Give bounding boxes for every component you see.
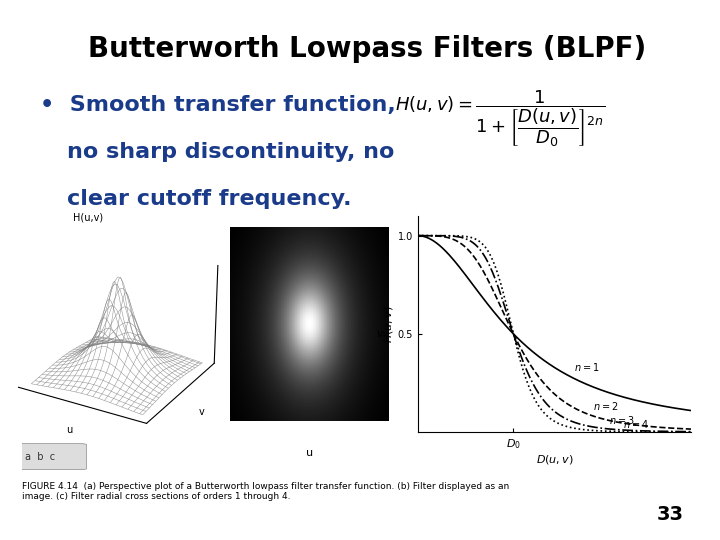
- Y-axis label: v: v: [199, 407, 204, 417]
- Text: H(u,v): H(u,v): [73, 213, 103, 222]
- Text: a  b  c: a b c: [24, 451, 55, 462]
- Text: no sharp discontinuity, no: no sharp discontinuity, no: [66, 141, 394, 162]
- FancyBboxPatch shape: [15, 444, 86, 470]
- Text: $n=1$: $n=1$: [574, 361, 599, 374]
- Text: clear cutoff frequency.: clear cutoff frequency.: [66, 189, 351, 209]
- Text: $n=4$: $n=4$: [623, 417, 649, 429]
- X-axis label: $D(u,v)$: $D(u,v)$: [536, 454, 573, 467]
- X-axis label: u: u: [66, 425, 72, 435]
- Text: $n=2$: $n=2$: [593, 400, 618, 412]
- Text: $H(u,v) = \dfrac{1}{1+\left[\dfrac{D(u,v)}{D_0}\right]^{2n}}$: $H(u,v) = \dfrac{1}{1+\left[\dfrac{D(u,v…: [395, 89, 605, 149]
- Text: u: u: [306, 448, 313, 458]
- Text: FIGURE 4.14  (a) Perspective plot of a Butterworth lowpass filter transfer funct: FIGURE 4.14 (a) Perspective plot of a Bu…: [22, 482, 509, 501]
- Text: 33: 33: [657, 505, 684, 524]
- Text: $v$: $v$: [376, 329, 384, 339]
- Y-axis label: $H(u,v)$: $H(u,v)$: [382, 305, 395, 343]
- Text: $n=3$: $n=3$: [609, 415, 634, 427]
- Text: •  Smooth transfer function,: • Smooth transfer function,: [40, 94, 396, 114]
- Text: Butterworth Lowpass Filters (BLPF): Butterworth Lowpass Filters (BLPF): [88, 35, 647, 63]
